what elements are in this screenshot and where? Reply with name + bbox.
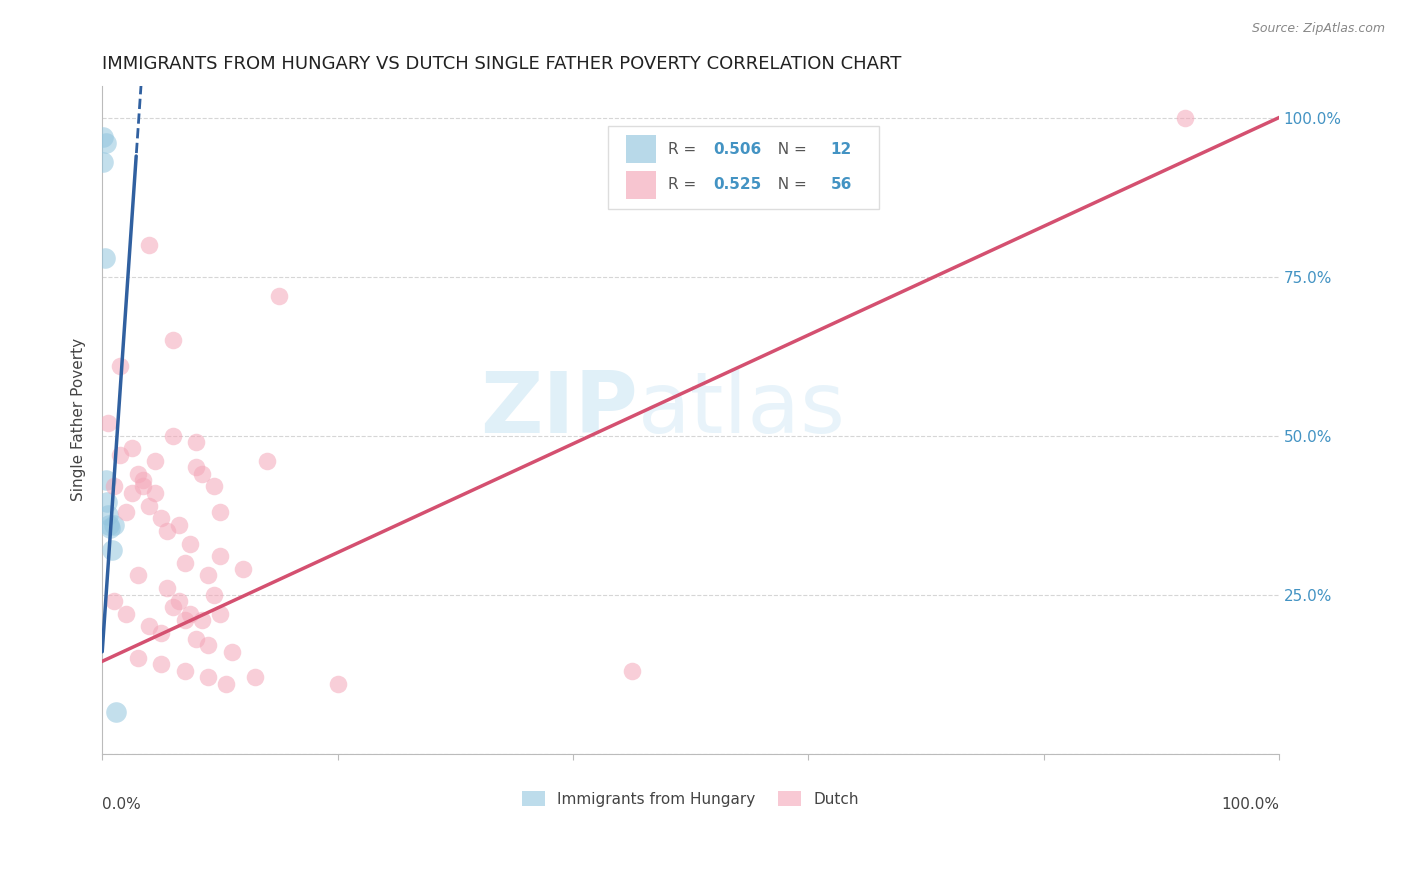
Text: 12: 12 [831,142,852,157]
Point [162,600,184,615]
Point [127,568,149,582]
Text: Source: ZipAtlas.com: Source: ZipAtlas.com [1251,22,1385,36]
Point [100,521,122,535]
Point [132,473,155,487]
Text: 0.525: 0.525 [713,178,761,192]
Point [179,536,201,550]
Text: 100.0%: 100.0% [1220,797,1279,812]
Text: R =: R = [668,178,702,192]
Point [208,505,231,519]
Point [108,448,131,462]
Point [103,479,125,493]
FancyBboxPatch shape [626,136,657,163]
Point [173,556,195,570]
Point [127,467,149,481]
Point [156,581,179,595]
Point [243,670,266,684]
Point [1174,111,1197,125]
Y-axis label: Single Father Poverty: Single Father Poverty [72,338,86,501]
Point [94,136,117,150]
Point [108,359,131,373]
Text: N =: N = [768,142,811,157]
Text: R =: R = [668,142,702,157]
Point [121,442,143,456]
Point [267,288,290,302]
Point [186,632,208,646]
Point [105,705,128,719]
Point [114,607,136,621]
Point [208,549,231,564]
Point [197,670,219,684]
Point [132,479,155,493]
Point [127,651,149,665]
Point [150,657,173,672]
Point [208,607,231,621]
Point [186,460,208,475]
Point [138,237,160,252]
Text: IMMIGRANTS FROM HUNGARY VS DUTCH SINGLE FATHER POVERTY CORRELATION CHART: IMMIGRANTS FROM HUNGARY VS DUTCH SINGLE … [103,55,901,73]
Point [97,508,120,522]
Point [179,607,201,621]
Point [138,619,160,633]
Point [100,543,122,558]
Point [143,485,166,500]
Point [114,505,136,519]
Point [326,676,349,690]
Point [202,479,225,493]
Point [162,333,184,347]
Point [221,645,243,659]
Point [173,613,195,627]
FancyBboxPatch shape [626,170,657,199]
Point [103,594,125,608]
Point [256,454,278,468]
Point [98,517,121,532]
Legend: Immigrants from Hungary, Dutch: Immigrants from Hungary, Dutch [516,784,865,813]
Point [167,517,190,532]
Text: atlas: atlas [637,368,845,451]
Point [620,664,643,678]
Point [93,129,115,144]
Point [173,664,195,678]
Point [150,625,173,640]
Point [103,517,125,532]
Point [156,524,179,538]
Point [96,495,118,509]
Point [93,155,115,169]
Point [232,562,254,576]
Point [93,251,115,265]
Point [191,467,214,481]
Text: 0.0%: 0.0% [103,797,141,812]
FancyBboxPatch shape [609,126,879,210]
Point [167,594,190,608]
Point [186,434,208,449]
Point [143,454,166,468]
Point [215,676,238,690]
Point [162,428,184,442]
Point [191,613,214,627]
Text: ZIP: ZIP [479,368,637,451]
Point [202,588,225,602]
Text: 56: 56 [831,178,852,192]
Point [121,485,143,500]
Text: 0.506: 0.506 [713,142,761,157]
Point [197,568,219,582]
Text: N =: N = [768,178,811,192]
Point [150,511,173,525]
Point [138,499,160,513]
Point [94,473,117,487]
Point [97,416,120,430]
Point [197,639,219,653]
